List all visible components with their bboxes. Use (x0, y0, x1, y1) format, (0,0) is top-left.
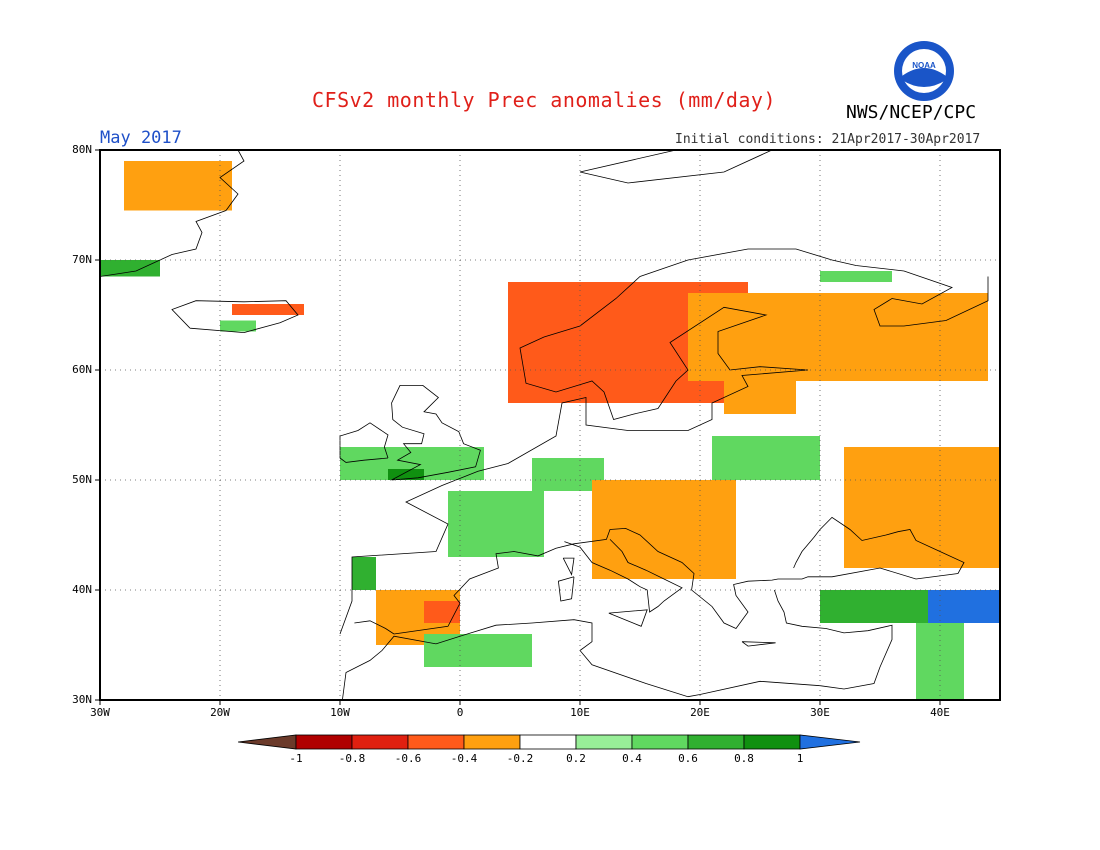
colorbar-segment (743, 734, 801, 750)
colorbar-tick-label: 0.8 (734, 752, 754, 765)
colorbar-tick-label: -0.8 (338, 752, 366, 765)
colorbar-segment (295, 734, 353, 750)
gridlines (100, 150, 1000, 700)
coastline (562, 557, 575, 576)
anomaly-patch (928, 590, 1000, 623)
anomaly-patch (232, 304, 304, 315)
lat-tick-label: 70N (72, 253, 92, 266)
coastline (391, 384, 481, 481)
colorbar-segment (351, 734, 409, 750)
lat-tick-label: 80N (72, 143, 92, 156)
colorbar-low-arrow (238, 734, 297, 750)
coastline (608, 609, 648, 627)
coastline (339, 248, 989, 635)
anomaly-patch (712, 436, 820, 480)
initial-conditions: Initial conditions: 21Apr2017-30Apr2017 (675, 132, 981, 147)
anomaly-patch (424, 634, 532, 667)
anomaly-patch (844, 447, 1000, 568)
coastline (557, 576, 575, 602)
colorbar-segment (687, 734, 745, 750)
colorbar-tick-label: -0.2 (506, 752, 534, 765)
anomaly-patch (388, 469, 424, 480)
colorbar-segment (575, 734, 633, 750)
coastline (342, 589, 893, 701)
colorbar-segment (631, 734, 689, 750)
anomaly-patch (220, 320, 256, 332)
lat-tick-label: 50N (72, 473, 92, 486)
lon-tick-label: 30W (90, 706, 110, 719)
lon-tick-label: 20W (210, 706, 230, 719)
colorbar-segment (463, 734, 521, 750)
anomaly-patch (424, 601, 460, 623)
anomaly-patch (688, 293, 988, 381)
colorbar-high-arrow (799, 734, 861, 750)
anomaly-patch (592, 480, 736, 579)
map-frame (99, 149, 1001, 701)
coastline (579, 149, 773, 184)
lon-tick-label: 10E (570, 706, 590, 719)
anomaly-patch (352, 557, 376, 590)
color-scale-bar (238, 734, 861, 750)
coastline (564, 539, 683, 613)
coastlines (99, 149, 989, 701)
anomaly-patch (724, 370, 796, 414)
anomaly-patch (820, 271, 892, 282)
lat-tick-label: 30N (72, 693, 92, 706)
colorbar-tick-label: -1 (289, 752, 303, 765)
anomaly-patches (100, 161, 1000, 700)
lon-tick-label: 40E (930, 706, 950, 719)
colorbar-tick-label: -0.4 (450, 752, 478, 765)
colorbar-tick-label: -0.6 (394, 752, 422, 765)
svg-text:NOAA: NOAA (912, 61, 936, 70)
chart-title: CFSv2 monthly Prec anomalies (mm/day) (312, 88, 777, 112)
anomaly-patch (448, 491, 544, 557)
coastline (393, 516, 965, 635)
coastline (354, 620, 395, 635)
colorbar-tick-label: 0.6 (678, 752, 698, 765)
coastline (741, 641, 776, 647)
lon-tick-label: 0 (456, 706, 464, 719)
colorbar-tick-label: 0.2 (566, 752, 586, 765)
lon-tick-label: 10W (330, 706, 350, 719)
agency-label: NWS/NCEP/CPC (846, 102, 977, 123)
anomaly-patch (916, 623, 964, 700)
forecast-month: May 2017 (100, 128, 182, 148)
colorbar-segment (407, 734, 465, 750)
anomaly-patch (124, 161, 232, 211)
lon-tick-label: 30E (810, 706, 830, 719)
noaa-logo: NOAA (893, 40, 955, 102)
coastline (339, 422, 389, 463)
anomaly-patch (100, 260, 160, 277)
lon-tick-label: 20E (690, 706, 710, 719)
lat-tick-label: 40N (72, 583, 92, 596)
colorbar-segment (519, 734, 577, 750)
coastline (171, 300, 299, 334)
colorbar-tick-label: 1 (796, 752, 804, 765)
colorbar-tick-label: 0.4 (622, 752, 642, 765)
lat-tick-label: 60N (72, 363, 92, 376)
